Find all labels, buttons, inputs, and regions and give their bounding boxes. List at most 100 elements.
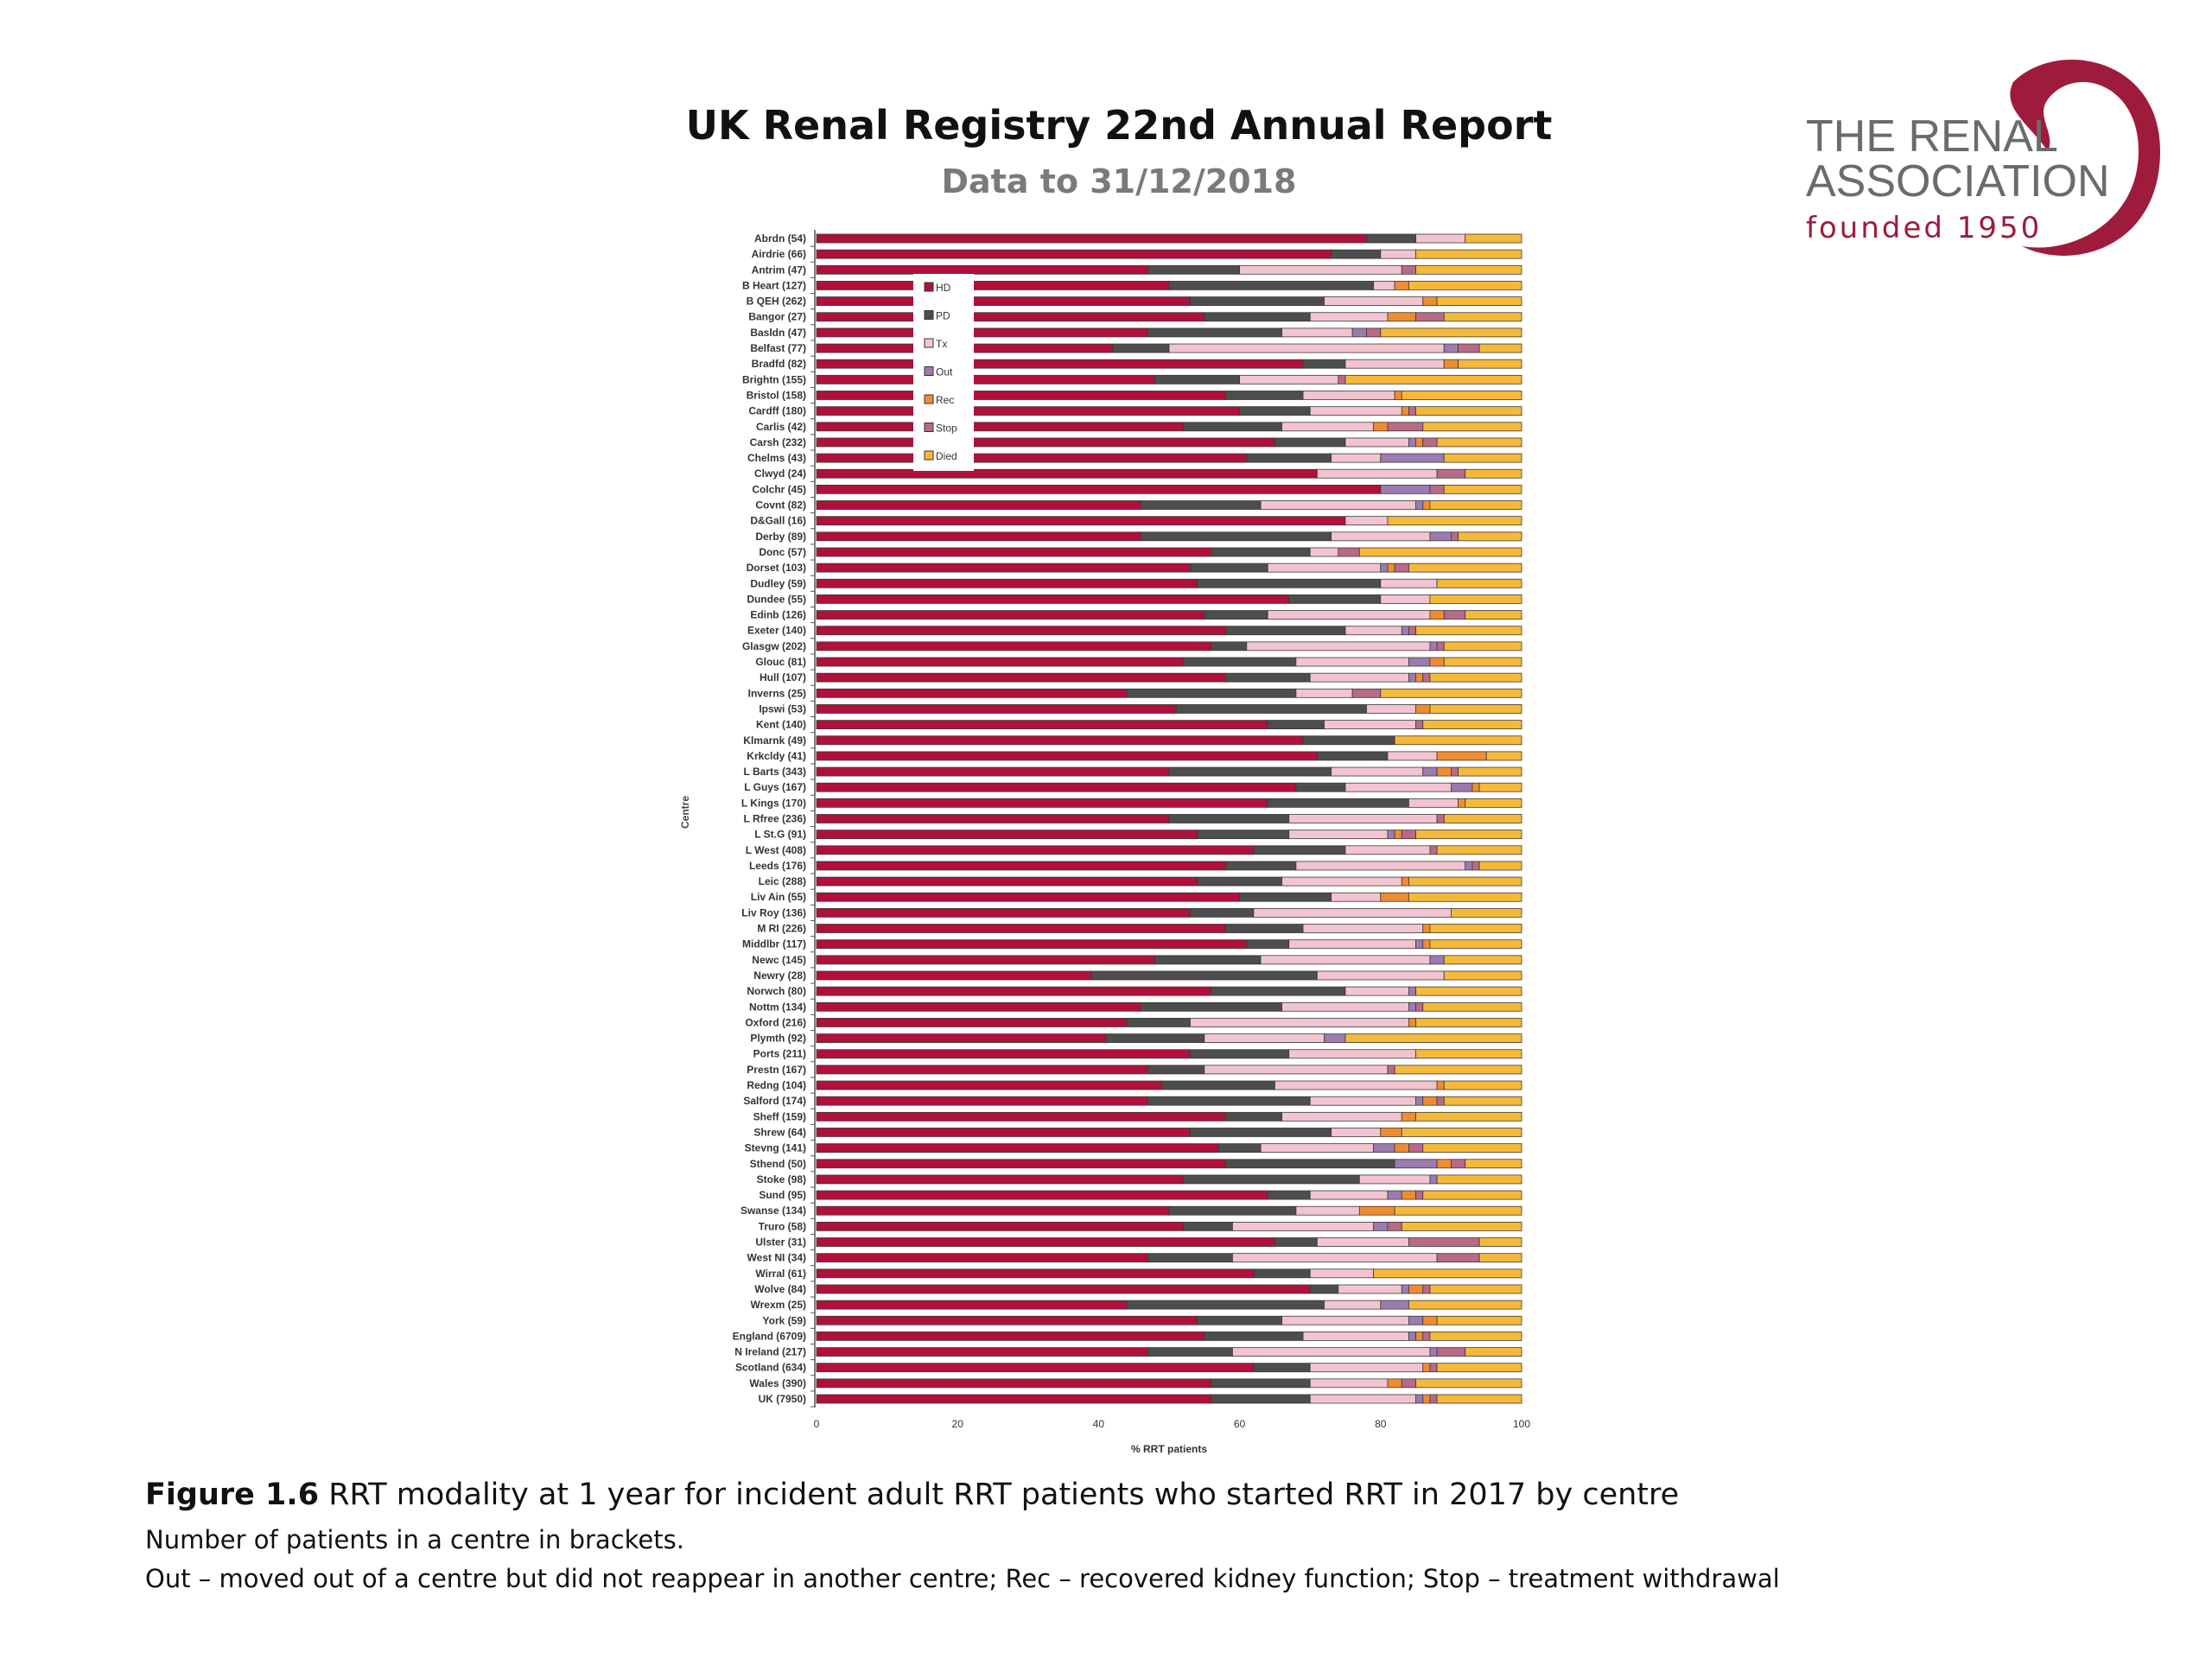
bar-segment-pd [1302, 735, 1395, 746]
bar-segment-stop [1408, 1237, 1480, 1247]
bar-segment-died [1458, 359, 1522, 369]
category-label: Swanse (134) [741, 1205, 806, 1217]
category-label: Colchr (45) [752, 483, 806, 495]
bar-segment-hd [816, 1174, 1184, 1185]
bar-segment-tx [1338, 1284, 1402, 1294]
bar-segment-out [1429, 531, 1452, 542]
bar-segment-pd [1168, 766, 1332, 777]
bar-segment-out [1415, 1394, 1424, 1404]
bar-segment-hd [816, 327, 1148, 338]
bar-segment-tx [1239, 374, 1339, 385]
bar-segment-hd [816, 1080, 1163, 1090]
bar-segment-died [1465, 1347, 1522, 1357]
bar-segment-hd [816, 1378, 1212, 1389]
bar-segment-pd [1253, 1363, 1311, 1373]
bar-segment-out [1422, 766, 1438, 777]
bar-segment-pd [1140, 531, 1332, 542]
bar-segment-out [1408, 1332, 1416, 1341]
bar-segment-tx [1358, 1174, 1431, 1185]
bar-segment-hd [816, 751, 1318, 761]
bar-segment-hd [816, 1018, 1128, 1027]
bar-segment-died [1478, 1237, 1522, 1247]
bar-segment-pd [1316, 751, 1389, 761]
bar-segment-died [1443, 641, 1522, 652]
bar-segment-hd [816, 391, 1226, 400]
bar-segment-tx [1309, 1378, 1389, 1389]
bar-segment-stop [1436, 1096, 1445, 1106]
bar-segment-pd [1197, 578, 1382, 588]
bar-segment-out [1351, 327, 1367, 338]
bar-segment-pd [1168, 1205, 1297, 1216]
bar-segment-rec [1436, 751, 1487, 761]
bar-segment-pd [1147, 1253, 1233, 1263]
category-label: Stoke (98) [757, 1173, 806, 1185]
stacked-bar-chart: Abrdn (54) Airdrie (66) Antrim (47) B Heart… [679, 230, 1530, 1455]
legend-swatch-pd [924, 310, 934, 320]
category-label: Brightn (155) [742, 373, 806, 385]
bar-segment-tx [1415, 233, 1466, 244]
bar-segment-stop [1394, 563, 1409, 573]
bar-segment-died [1443, 657, 1522, 667]
bar-segment-rec [1422, 1096, 1438, 1106]
bar-segment-rec [1387, 1378, 1402, 1389]
bar-segment-stop [1387, 422, 1424, 432]
bar-segment-hd [816, 720, 1268, 730]
bar-segment-died [1443, 1080, 1522, 1090]
bar-segment-pd [1197, 830, 1290, 840]
bar-segment-hd [816, 798, 1268, 808]
bar-segment-died [1408, 876, 1522, 887]
bar-segment-hd [816, 1394, 1212, 1404]
bar-segment-stop [1458, 343, 1480, 353]
bar-segment-died [1429, 1284, 1522, 1294]
bar-segment-tx [1295, 1205, 1360, 1216]
bar-segment-pd [1211, 641, 1248, 652]
bar-segment-died [1408, 1300, 1522, 1310]
bar-segment-stop [1387, 1065, 1395, 1075]
bar-segment-rec [1380, 1128, 1402, 1137]
bar-segment-hd [816, 578, 1198, 588]
x-tick-label: 0 [814, 1418, 820, 1430]
bar-segment-hd [816, 468, 1318, 479]
bar-segment-stop [1408, 1143, 1424, 1154]
bar-segment-pd [1253, 1268, 1311, 1279]
bar-segment-pd [1274, 1237, 1318, 1247]
bar-segment-tx [1380, 578, 1438, 588]
bar-segment-stop [1451, 531, 1459, 542]
bar-segment-died [1465, 610, 1522, 620]
category-label: Wales (390) [749, 1377, 806, 1389]
bar-segment-stop [1401, 264, 1417, 275]
bar-segment-pd [1161, 1080, 1275, 1090]
bar-segment-stop [1451, 766, 1459, 777]
bar-segment-rec [1436, 1080, 1445, 1090]
bar-segment-hd [816, 264, 1148, 275]
bar-segment-died [1451, 907, 1522, 918]
bar-segment-pd [1126, 1018, 1191, 1027]
caption-note-abbreviations: Out – moved out of a centre but did not … [145, 1564, 1780, 1593]
bar-segment-died [1443, 970, 1522, 981]
bar-segment-died [1408, 892, 1522, 902]
bar-segment-out [1373, 1221, 1389, 1231]
bar-segment-tx [1309, 672, 1409, 683]
bar-segment-out [1429, 641, 1438, 652]
bar-segment-died [1478, 1253, 1522, 1263]
bar-segment-rec [1436, 1159, 1452, 1169]
bar-segment-tx [1324, 720, 1417, 730]
figure-text: RRT modality at 1 year for incident adul… [319, 1478, 1680, 1512]
bar-segment-hd [816, 704, 1177, 714]
bar-segment-tx [1344, 437, 1409, 448]
bar-segment-rec [1422, 924, 1431, 933]
category-label: L St.G (91) [754, 829, 806, 841]
bar-segment-hd [816, 1300, 1128, 1310]
bar-segment-pd [1211, 547, 1311, 557]
bar-segment-rec [1401, 1190, 1417, 1200]
bar-segment-hd [816, 594, 1290, 604]
category-label: L Rfree (236) [744, 813, 806, 825]
bar-segment-died [1415, 264, 1522, 275]
legend-swatch-hd [924, 282, 934, 292]
category-label: Clwyd (24) [754, 467, 806, 480]
bar-segment-hd [816, 547, 1212, 557]
bar-segment-died [1436, 845, 1522, 855]
bar-segment-died [1415, 1018, 1522, 1027]
bar-segment-hd [816, 876, 1198, 887]
bar-segment-died [1401, 1221, 1522, 1231]
